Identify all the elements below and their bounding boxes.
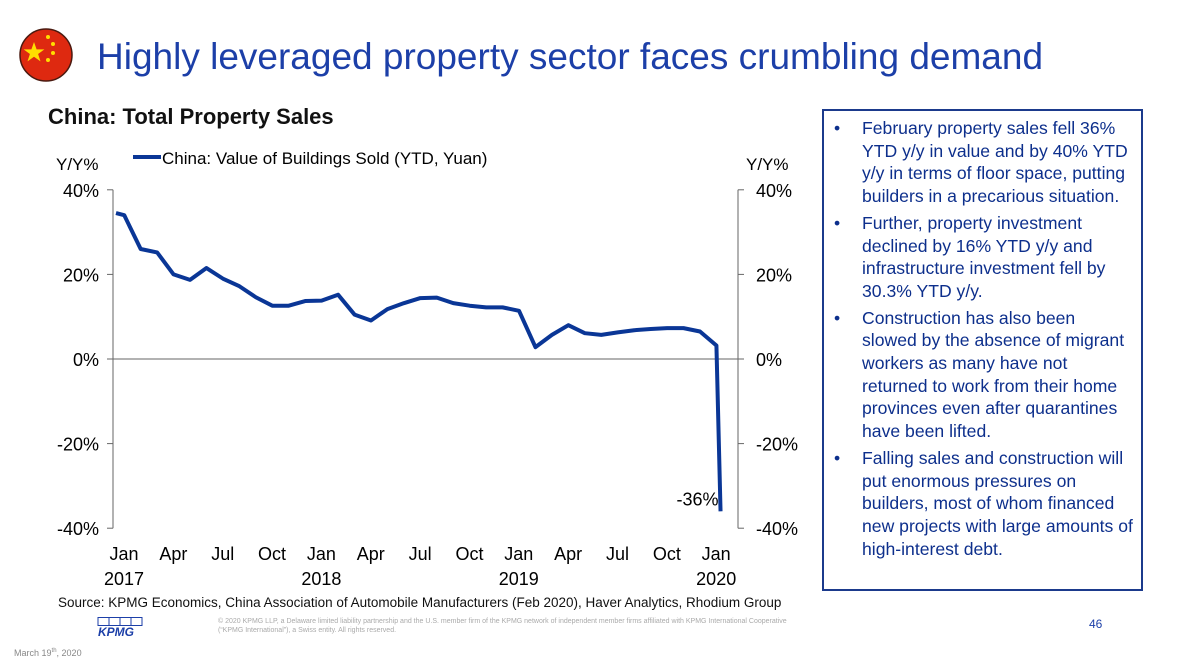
x-tick-label: Oct	[653, 544, 681, 564]
bullet-marker: •	[834, 447, 841, 468]
bullet-item: • Falling sales and construction will put…	[830, 447, 1133, 561]
x-tick-year: 2017	[104, 569, 144, 589]
x-tick-label: Apr	[159, 544, 187, 564]
bullet-marker: •	[834, 118, 841, 138]
data-label: -36%	[677, 489, 719, 509]
y-tick-label-left: 20%	[63, 265, 99, 285]
commentary-box: • February property sales fell 36% YTD y/…	[822, 109, 1143, 591]
legend-label: China: Value of Buildings Sold (YTD, Yua…	[162, 149, 487, 168]
x-tick-year: 2020	[696, 569, 736, 589]
y-tick-label-left: -40%	[57, 519, 99, 539]
x-tick-label: Jul	[211, 544, 234, 564]
bullet-text: Construction has also been slowed by the…	[862, 307, 1125, 442]
x-tick-label: Jan	[109, 544, 138, 564]
source-note: Source: KPMG Economics, China Associatio…	[58, 595, 782, 610]
bullet-text: Falling sales and construction will put …	[862, 447, 1133, 559]
bullet-text: February property sales fell 36% YTD y/y…	[862, 118, 1128, 207]
y-tick-label-right: 40%	[756, 181, 792, 201]
x-tick-label: Oct	[455, 544, 483, 564]
y-tick-label-right: 0%	[756, 350, 782, 370]
y-tick-label-left: 40%	[63, 181, 99, 201]
bullet-marker: •	[834, 212, 841, 233]
chart-title: China: Total Property Sales	[48, 104, 334, 129]
y-tick-label-right: -20%	[756, 435, 798, 455]
date-sup: th	[51, 648, 57, 654]
bullet-marker: •	[834, 307, 841, 328]
y-axis-label-right: Y/Y%	[746, 155, 789, 174]
page-number: 46	[1089, 617, 1103, 631]
y-tick-label-left: 0%	[73, 350, 99, 370]
x-tick-year: 2018	[301, 569, 341, 589]
x-tick-label: Jul	[409, 544, 432, 564]
y-tick-label-left: -20%	[57, 435, 99, 455]
y-axis-label-left: Y/Y%	[56, 155, 99, 174]
date-text: March 19	[14, 648, 52, 658]
x-tick-label: Apr	[554, 544, 582, 564]
china-flag-icon	[19, 28, 73, 82]
x-tick-label: Oct	[258, 544, 286, 564]
bullet-text: Further, property investment declined by…	[862, 212, 1106, 301]
x-tick-label: Jul	[606, 544, 629, 564]
bullet-item: • February property sales fell 36% YTD y/…	[830, 117, 1133, 208]
x-tick-label: Jan	[702, 544, 731, 564]
legal-notice: © 2020 KPMG LLP, a Delaware limited liab…	[218, 618, 787, 634]
x-tick-year: 2019	[499, 569, 539, 589]
y-tick-label-right: 20%	[756, 265, 792, 285]
logo-text: KPMG	[98, 625, 134, 637]
x-tick-label: Jan	[504, 544, 533, 564]
line-chart: 40% 40% 20% 20% 0% 0% -20% -20% -40% -40% Jan 2017 A…	[56, 149, 798, 589]
date-year: , 2020	[56, 648, 82, 658]
kpmg-logo: KPMG	[97, 617, 143, 637]
series-line	[115, 211, 723, 512]
page-title: Highly leveraged property sector faces c…	[97, 36, 1044, 77]
x-tick-label: Jan	[307, 544, 336, 564]
bullet-item: • Further, property investment declined b…	[830, 212, 1133, 303]
bullet-item: • Construction has also been slowed by th…	[830, 307, 1133, 443]
x-tick-label: Apr	[357, 544, 385, 564]
y-tick-label-right: -40%	[756, 519, 798, 539]
date: March 19th, 2020	[14, 648, 82, 658]
